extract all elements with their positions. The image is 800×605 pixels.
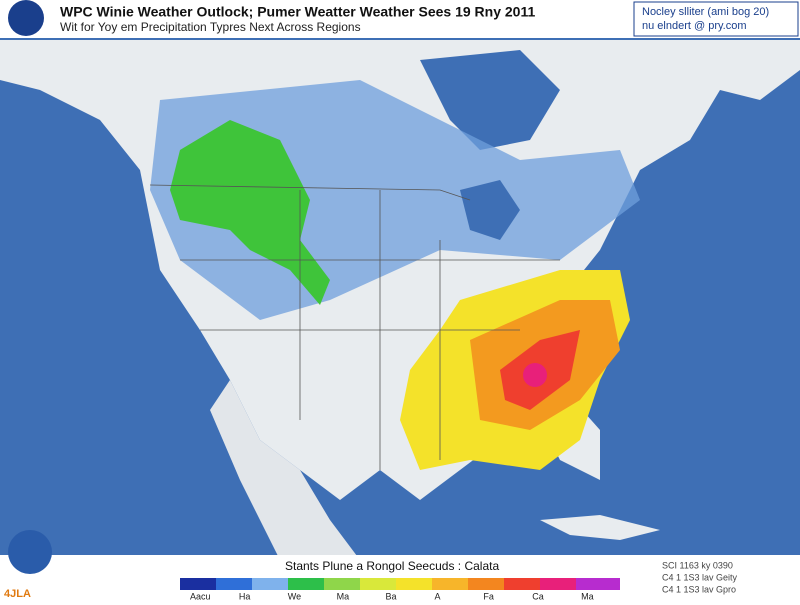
color-swatch xyxy=(504,578,540,590)
color-swatch xyxy=(324,578,360,590)
subtitle: Wit for Yoy em Precipitation Typres Next… xyxy=(60,20,361,34)
info-box xyxy=(633,1,799,37)
color-swatch xyxy=(432,578,468,590)
borders xyxy=(149,184,560,470)
color-swatch xyxy=(252,578,288,590)
hudson-bay xyxy=(420,50,560,150)
info-line: nu elndert @ pry.com xyxy=(642,20,747,32)
info-line: Nocley slliter (ami bog 20) xyxy=(642,6,769,18)
logo xyxy=(8,0,44,36)
colorbar xyxy=(180,578,620,590)
color-swatch xyxy=(576,578,620,590)
legend-title: Stants Plune a Rongol Seecuds : Calata xyxy=(285,559,499,573)
credit-line: SCI 1163 ky 0390 xyxy=(662,560,733,570)
credits: SCI 1163 ky 0390 C4 1 1S3 lav Geity C4 1 1… xyxy=(662,560,738,594)
credit-line: C4 1 1S3 lav Geity xyxy=(662,572,738,582)
legend-label: Ha xyxy=(239,591,251,600)
corner-text: 4JLA xyxy=(4,588,31,600)
legend-label: Aacu xyxy=(190,591,211,600)
legend-label: Fa xyxy=(483,591,494,600)
color-swatch xyxy=(396,578,432,590)
color-swatch xyxy=(216,578,252,590)
legend-label: Ba xyxy=(386,591,397,600)
state-lines xyxy=(180,190,560,470)
great-lakes xyxy=(460,180,520,240)
agency-logo xyxy=(8,530,52,574)
cuba xyxy=(540,515,660,540)
credit-line: C4 1 1S3 lav Gpro xyxy=(662,584,736,594)
legend-label: A xyxy=(434,591,440,600)
legend-label: Ca xyxy=(532,591,544,600)
border-line xyxy=(149,184,471,201)
legend-label: Ma xyxy=(581,591,594,600)
color-swatch xyxy=(468,578,504,590)
legend-label: We xyxy=(288,591,301,600)
color-swatch xyxy=(180,578,216,590)
mexico xyxy=(210,380,390,600)
title: WPC Winie Weather Outlock; Pumer Weatter… xyxy=(60,4,535,20)
legend-label: Ma xyxy=(337,591,350,600)
legend-labels: Aacu Ha We Ma Ba A Fa Ca Ma xyxy=(190,591,594,601)
magenta-region xyxy=(523,363,547,387)
color-swatch xyxy=(360,578,396,590)
footer-bar xyxy=(0,555,800,600)
color-swatch xyxy=(540,578,576,590)
green-region xyxy=(170,120,330,305)
color-swatch xyxy=(288,578,324,590)
